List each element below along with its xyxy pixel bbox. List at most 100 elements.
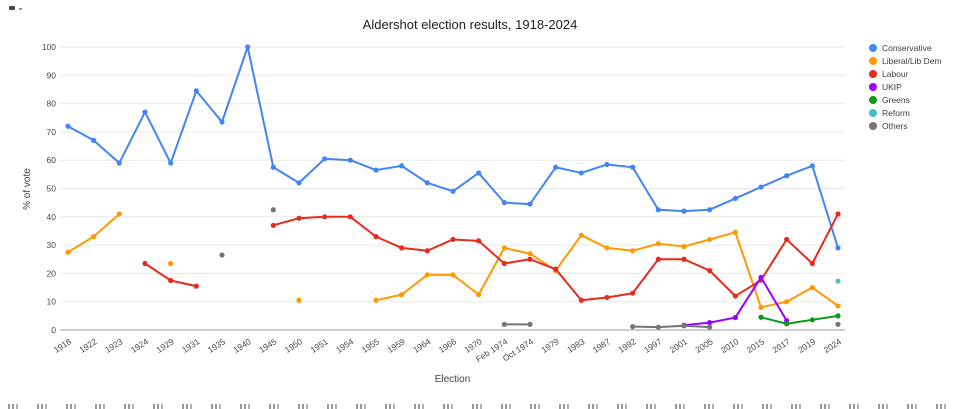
data-point-conservative	[835, 245, 841, 251]
x-tick-label: 1964	[411, 336, 433, 355]
data-point-conservative	[373, 167, 379, 173]
data-point-conservative	[553, 164, 559, 170]
data-point-conservative	[450, 188, 456, 194]
x-tick-label: 1931	[180, 336, 202, 355]
legend-color-dot	[869, 121, 877, 130]
data-point-ukip	[732, 314, 738, 321]
data-point-conservative	[296, 180, 302, 186]
cropped-ui-fragment	[19, 8, 22, 10]
data-point-liberal-lib-dem	[476, 292, 482, 298]
data-point-liberal-lib-dem	[91, 234, 97, 240]
data-point-others	[219, 252, 225, 258]
data-point-labour	[707, 267, 713, 274]
x-tick-label: 2024	[822, 336, 844, 355]
data-point-conservative	[399, 163, 405, 169]
data-point-greens	[835, 313, 841, 319]
y-tick-label: 40	[47, 212, 57, 222]
data-point-others	[655, 324, 661, 330]
x-tick-label: 1918	[52, 336, 74, 355]
data-point-liberal-lib-dem	[373, 297, 379, 303]
x-tick-label: 1951	[308, 336, 330, 355]
data-point-liberal-lib-dem	[527, 250, 533, 257]
legend-item-greens[interactable]: Greens	[869, 95, 942, 105]
data-point-liberal-lib-dem	[450, 272, 456, 278]
x-tick-label: 1955	[360, 336, 382, 355]
data-point-labour	[399, 245, 405, 251]
data-point-others	[707, 324, 713, 330]
legend-color-dot	[869, 95, 877, 104]
data-point-conservative	[270, 164, 276, 170]
data-point-labour	[270, 222, 276, 228]
x-tick-label: 1992	[616, 336, 638, 355]
legend-item-liberal-lib-dem[interactable]: Liberal/Lib Dem	[869, 56, 942, 66]
data-point-labour	[296, 215, 302, 221]
data-point-liberal-lib-dem	[809, 284, 815, 291]
legend-item-ukip[interactable]: UKIP	[869, 82, 942, 92]
x-tick-label: 2017	[770, 336, 792, 355]
x-tick-label: 2005	[693, 336, 715, 355]
y-tick-label: 10	[47, 297, 57, 307]
data-point-labour	[501, 260, 507, 267]
legend-item-labour[interactable]: Labour	[869, 69, 942, 79]
data-point-labour	[193, 283, 199, 289]
data-point-conservative	[578, 170, 584, 176]
data-point-conservative	[501, 200, 507, 206]
series-line-others	[631, 324, 711, 329]
data-point-labour	[655, 256, 661, 262]
x-tick-label: 1935	[206, 336, 228, 355]
cropped-ui-fragment	[9, 6, 15, 10]
data-point-ukip	[758, 274, 764, 280]
x-tick-label: 1945	[257, 336, 279, 355]
data-point-labour	[168, 277, 174, 284]
data-point-conservative	[91, 137, 97, 143]
data-point-conservative	[65, 123, 71, 129]
data-point-labour	[681, 256, 687, 262]
y-tick-label: 50	[47, 184, 57, 194]
legend-color-dot	[869, 43, 877, 52]
x-tick-label: 1954	[334, 336, 356, 355]
legend-color-dot	[869, 108, 877, 117]
x-tick-label: 1950	[283, 336, 305, 355]
data-point-liberal-lib-dem	[116, 211, 122, 217]
data-point-liberal-lib-dem	[578, 232, 584, 238]
legend-item-conservative[interactable]: Conservative	[869, 43, 942, 53]
data-point-liberal-lib-dem	[501, 245, 507, 251]
data-point-liberal-lib-dem	[835, 303, 841, 309]
data-point-conservative	[245, 44, 251, 50]
data-point-liberal-lib-dem	[707, 236, 713, 243]
data-point-labour	[835, 211, 841, 217]
y-tick-label: 90	[47, 70, 57, 80]
x-tick-label: 1940	[231, 336, 253, 355]
legend-color-dot	[869, 82, 877, 91]
y-tick-label: 80	[47, 99, 57, 109]
data-point-conservative	[219, 119, 225, 125]
data-point-conservative	[809, 163, 815, 169]
data-point-conservative	[732, 195, 738, 202]
series-line-liberal-lib-dem	[67, 212, 121, 254]
x-tick-label: 2019	[796, 336, 818, 355]
data-point-liberal-lib-dem	[168, 260, 174, 267]
data-point-labour	[732, 293, 738, 299]
cropped-spreadsheet-row	[8, 404, 948, 409]
data-point-liberal-lib-dem	[604, 245, 610, 251]
data-point-liberal-lib-dem	[758, 304, 764, 310]
data-point-labour	[809, 260, 815, 267]
legend-label: Others	[882, 120, 908, 131]
data-point-conservative	[681, 208, 687, 214]
legend-item-reform[interactable]: Reform	[869, 108, 942, 118]
x-tick-label: 1997	[642, 336, 664, 355]
data-point-labour	[527, 256, 533, 262]
x-tick-label: 1966	[437, 336, 459, 355]
legend-item-others[interactable]: Others	[869, 120, 942, 131]
data-point-liberal-lib-dem	[732, 229, 738, 235]
data-point-labour	[553, 266, 559, 272]
x-tick-label: 2010	[719, 336, 741, 355]
data-point-conservative	[142, 109, 148, 115]
data-point-conservative	[193, 88, 199, 94]
data-point-others	[681, 323, 687, 329]
chart-title: Aldershot election results, 1918-2024	[362, 17, 578, 32]
x-tick-label: 2001	[668, 336, 690, 355]
data-point-liberal-lib-dem	[655, 241, 661, 247]
y-tick-label: 100	[42, 42, 56, 52]
